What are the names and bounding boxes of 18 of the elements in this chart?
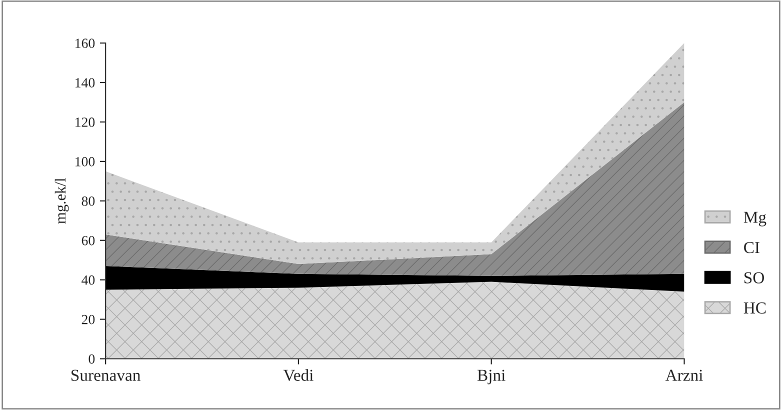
y-axis-title: mg.ek/l [54,178,69,224]
x-tick-label: Bjni [477,370,506,384]
y-tick-label: 160 [76,38,95,48]
legend-label: HC [744,302,766,314]
y-tick-label: 80 [82,196,95,206]
y-tick-label: 140 [76,78,95,88]
y-tick-label: 40 [82,275,95,285]
y-tick-label: 100 [76,157,95,166]
x-tick-label: Arzni [665,370,703,381]
y-tick-label: 120 [76,118,95,127]
legend-label: Mg [744,212,766,226]
y-tick-label: 0 [88,354,95,364]
legend-label: CI [744,242,760,254]
y-tick-label: 20 [82,314,95,324]
x-tick-label: Surenavan [72,370,140,381]
x-tick-label: Vedi [283,369,314,381]
legend-label: SO [744,272,764,284]
y-tick-label: 60 [82,236,95,246]
